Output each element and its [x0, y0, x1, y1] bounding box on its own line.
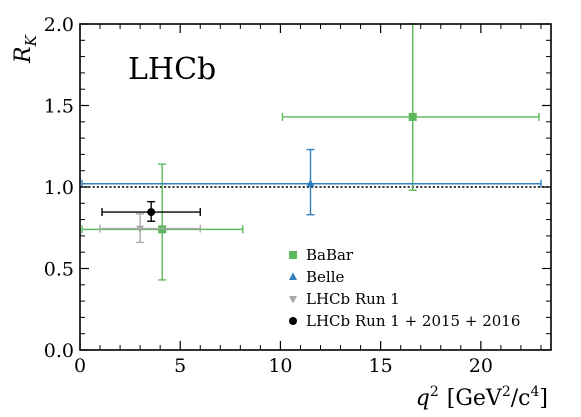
lhcb-watermark: LHCb: [128, 52, 216, 87]
x-axis-units-sup2: 4: [530, 384, 539, 400]
series-2: [99, 213, 201, 244]
legend-marker-2: [289, 296, 297, 304]
y-tick-label: 2.0: [44, 14, 74, 36]
legend-label-3: LHCb Run 1 + 2015 + 2016: [306, 312, 520, 330]
x-tick-label: 0: [74, 355, 86, 377]
data-point: [306, 179, 315, 187]
data-point: [158, 225, 167, 234]
axis-ticks: 0 5 10 15 20 0.0 0.5 1.0 1.5 2.0: [44, 14, 551, 377]
x-axis-label-sup: 2: [430, 384, 439, 400]
x-tick-label: 5: [174, 355, 186, 377]
y-tick-label: 0.5: [44, 259, 74, 281]
y-axis-label-sub: K: [22, 34, 40, 47]
y-axis-label: R: [11, 46, 36, 64]
series-3: [101, 200, 201, 222]
legend-marker-0: [289, 251, 297, 259]
data-point: [136, 225, 145, 234]
x-axis-label: q: [416, 386, 430, 411]
x-axis-units-sup1: 2: [502, 384, 511, 400]
data-point: [408, 112, 417, 121]
x-tick-label: 15: [369, 355, 393, 377]
data-point: [147, 208, 156, 217]
series-1: [81, 148, 542, 216]
legend-label-1: Belle: [306, 268, 344, 286]
legend: BaBar Belle LHCb Run 1 LHCb Run 1 + 2015 + …: [289, 246, 520, 330]
x-axis-units-prefix: [GeV: [447, 386, 503, 411]
y-axis-title: RK: [11, 34, 40, 64]
x-axis-units-suffix: ]: [539, 386, 548, 411]
x-axis-title: q2 [GeV2/c4]: [416, 384, 548, 411]
legend-label-2: LHCb Run 1: [306, 290, 400, 308]
y-tick-label: 1.5: [44, 96, 74, 118]
y-tick-label: 0.0: [44, 340, 74, 362]
x-tick-label: 10: [268, 355, 292, 377]
legend-label-0: BaBar: [306, 246, 354, 264]
x-axis-units-mid: /c: [511, 386, 531, 411]
legend-marker-1: [289, 272, 297, 280]
y-tick-label: 1.0: [44, 177, 74, 199]
legend-marker-3: [289, 317, 297, 325]
x-tick-label: 20: [469, 355, 493, 377]
